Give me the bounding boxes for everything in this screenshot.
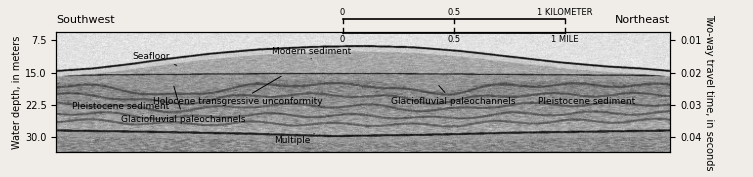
Text: Modern sediment: Modern sediment: [272, 47, 351, 59]
Text: Holocene transgressive unconformity: Holocene transgressive unconformity: [153, 76, 322, 106]
Text: 0: 0: [340, 8, 345, 17]
Text: Northeast: Northeast: [615, 15, 670, 25]
Y-axis label: Water depth, in meters: Water depth, in meters: [12, 35, 23, 149]
Text: Glaciofluvial paleochannels: Glaciofluvial paleochannels: [391, 85, 516, 106]
Text: 0: 0: [340, 35, 345, 44]
Text: Glaciofluvial paleochannels: Glaciofluvial paleochannels: [121, 86, 245, 124]
Text: Pleistocene sediment: Pleistocene sediment: [72, 102, 169, 111]
Text: 1 MILE: 1 MILE: [551, 35, 578, 44]
Text: Multiple: Multiple: [275, 134, 314, 145]
Text: Southwest: Southwest: [56, 15, 115, 25]
Text: Pleistocene sediment: Pleistocene sediment: [538, 97, 636, 106]
Text: 0.5: 0.5: [447, 35, 460, 44]
Text: 0.5: 0.5: [447, 8, 460, 17]
Y-axis label: Two-way travel time, in seconds: Two-way travel time, in seconds: [704, 14, 714, 170]
Text: 1 KILOMETER: 1 KILOMETER: [537, 8, 593, 17]
Text: Seafloor: Seafloor: [133, 52, 177, 65]
